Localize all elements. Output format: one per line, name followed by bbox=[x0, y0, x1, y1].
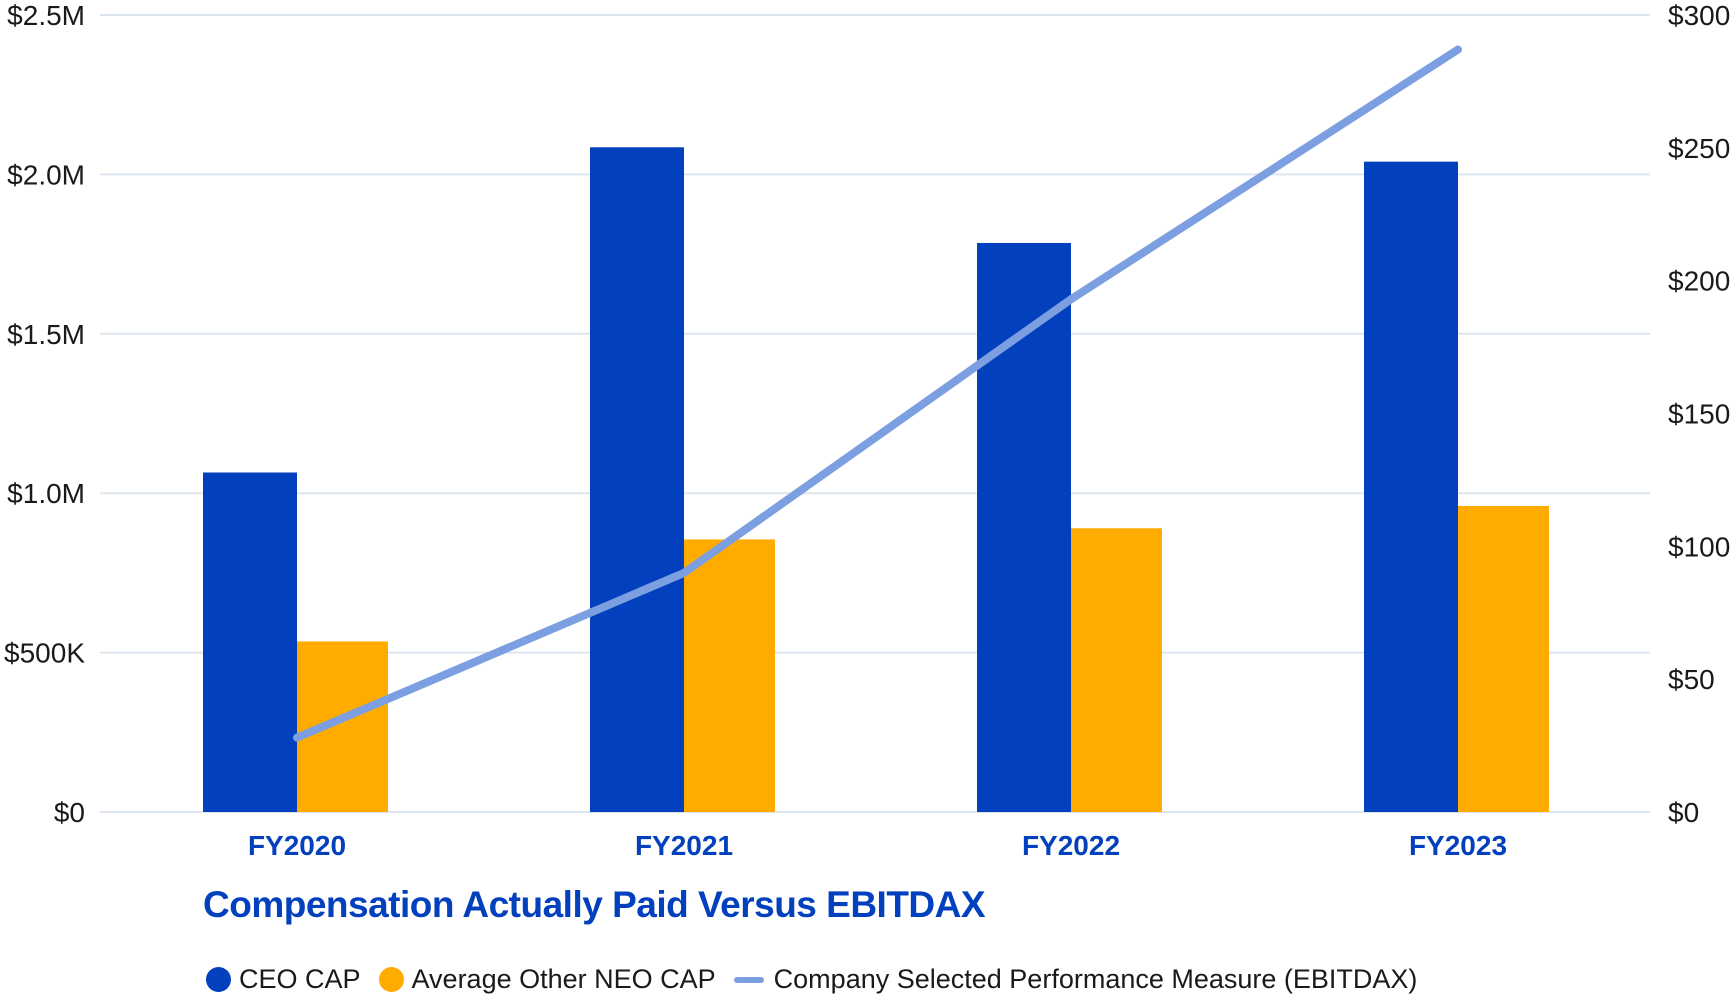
bars bbox=[203, 147, 1549, 812]
category-label: FY2023 bbox=[1409, 830, 1507, 861]
bar-ceo-cap bbox=[1364, 161, 1458, 812]
right-tick-label: $200 bbox=[1668, 266, 1730, 297]
bar-ceo-cap bbox=[977, 242, 1071, 812]
left-tick-label: $1.5M bbox=[7, 319, 85, 350]
legend-swatch-measure bbox=[733, 976, 764, 983]
right-tick-label: $100 bbox=[1668, 531, 1730, 562]
right-tick-label: $250 bbox=[1668, 133, 1730, 164]
right-tick-label: $0 bbox=[1668, 797, 1699, 828]
legend-item-ceo: CEO CAP bbox=[206, 964, 361, 995]
legend: CEO CAP Average Other NEO CAP Company Se… bbox=[206, 964, 1435, 995]
left-tick-label: $500K bbox=[4, 638, 85, 669]
legend-item-measure: Company Selected Performance Measure (EB… bbox=[733, 964, 1418, 995]
legend-item-neo: Average Other NEO CAP bbox=[378, 964, 716, 995]
legend-label-neo: Average Other NEO CAP bbox=[411, 964, 716, 994]
left-tick-label: $2.0M bbox=[7, 159, 85, 190]
legend-swatch-ceo bbox=[206, 967, 231, 992]
category-label: FY2020 bbox=[248, 830, 346, 861]
bar-neo-cap bbox=[684, 539, 775, 812]
right-axis-ticks: $0 $50 $100 $150 $200 $250 $300 bbox=[1668, 0, 1730, 828]
bar-ceo-cap bbox=[203, 472, 297, 812]
legend-label-ceo: CEO CAP bbox=[239, 964, 361, 994]
left-tick-label: $0 bbox=[54, 797, 85, 828]
category-labels: FY2020 FY2021 FY2022 FY2023 bbox=[248, 830, 1507, 861]
left-axis-ticks: $0 $500K $1.0M $1.5M $2.0M $2.5M bbox=[4, 0, 85, 828]
bar-ceo-cap bbox=[590, 147, 684, 812]
left-tick-label: $1.0M bbox=[7, 478, 85, 509]
bar-neo-cap bbox=[1458, 505, 1549, 812]
category-label: FY2021 bbox=[635, 830, 733, 861]
bar-neo-cap bbox=[1071, 528, 1162, 812]
legend-label-measure: Company Selected Performance Measure (EB… bbox=[773, 964, 1418, 994]
right-tick-label: $150 bbox=[1668, 399, 1730, 430]
right-tick-label: $50 bbox=[1668, 664, 1715, 695]
bar-neo-cap bbox=[297, 641, 388, 812]
category-label: FY2022 bbox=[1022, 830, 1120, 861]
left-tick-label: $2.5M bbox=[7, 0, 85, 31]
chart-title: Compensation Actually Paid Versus EBITDA… bbox=[203, 884, 986, 925]
performance-line-layer bbox=[293, 45, 1462, 742]
performance-measure-line bbox=[293, 45, 1462, 742]
legend-swatch-neo bbox=[378, 967, 404, 992]
right-tick-label: $300 bbox=[1668, 0, 1730, 31]
